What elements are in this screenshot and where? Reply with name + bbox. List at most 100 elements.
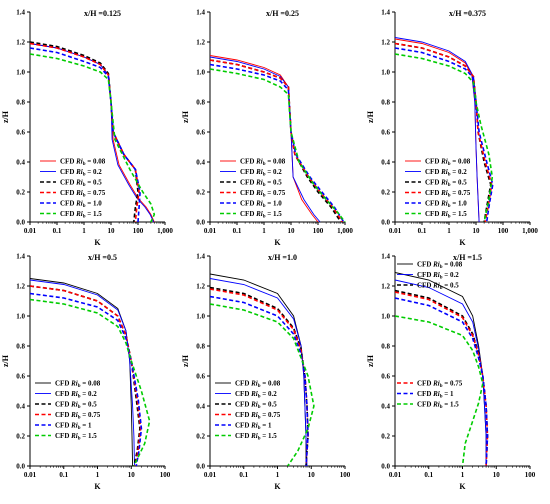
legend-entry: CFD Rib = 0.08 xyxy=(60,158,106,168)
series-line-0.2 xyxy=(395,37,480,222)
x-tick-label: 100 xyxy=(498,227,509,235)
x-tick-label: 0.01 xyxy=(24,471,37,479)
x-axis-label: K xyxy=(94,482,101,491)
series-line-1.5 xyxy=(30,53,156,222)
series-line-1.0 xyxy=(395,47,494,222)
panel-title: x/H =1.0 xyxy=(268,253,297,262)
legend-entry: CFD Rib = 0.2 xyxy=(235,390,277,400)
legend-entry: CFD Rib = 0.5 xyxy=(425,179,467,189)
x-tick-label: 1 xyxy=(96,471,100,479)
x-tick-label: 1 xyxy=(447,227,451,235)
panel-title: x/H =0.25 xyxy=(266,9,299,18)
y-tick-label: 0.2 xyxy=(196,433,205,441)
y-tick-label: 1.2 xyxy=(381,283,390,291)
x-tick-label: 0.01 xyxy=(204,227,217,235)
x-tick-label: 0.01 xyxy=(204,471,217,479)
x-tick-label: 1,000 xyxy=(157,227,173,235)
legend-entry: CFD Rib = 1.5 xyxy=(425,210,467,220)
x-tick-label: 10 xyxy=(108,227,116,235)
series-line-0.2 xyxy=(30,279,135,466)
panel-title: x/H =1.5 xyxy=(453,253,482,262)
legend-entry: CFD Rib = 1.5 xyxy=(417,401,459,411)
y-tick-label: 0.2 xyxy=(381,189,390,197)
legend-entry: CFD Rib = 1.5 xyxy=(235,432,277,442)
legend-entry: CFD Rib = 0.2 xyxy=(240,168,282,178)
legend-entry: CFD Rib = 1.5 xyxy=(55,432,97,442)
legend-entry: CFD Rib = 0.2 xyxy=(425,168,467,178)
x-axis-label: K xyxy=(274,238,281,247)
y-tick-label: 0.8 xyxy=(196,343,205,351)
x-tick-label: 1 xyxy=(461,471,465,479)
series-line-0.2 xyxy=(395,279,487,466)
series-line-0.75 xyxy=(210,288,309,466)
y-tick-label: 0.8 xyxy=(16,343,25,351)
legend-entry: CFD Rib = 1.0 xyxy=(60,200,102,210)
x-tick-label: 0.1 xyxy=(418,227,427,235)
x-axis-label: K xyxy=(94,238,101,247)
y-axis-label: z/H xyxy=(366,354,375,367)
y-tick-label: 1.4 xyxy=(381,9,390,17)
series-line-0.5 xyxy=(395,289,489,466)
y-tick-label: 0.6 xyxy=(16,129,25,137)
legend-entry: CFD Rib = 0.08 xyxy=(55,380,101,390)
legend-entry: CFD Rib = 1.5 xyxy=(60,210,102,220)
legend-entry: CFD Rib = 0.08 xyxy=(425,158,471,168)
y-tick-label: 0.4 xyxy=(16,159,25,167)
y-tick-label: 0.6 xyxy=(196,129,205,137)
series-line-1.0 xyxy=(30,47,141,222)
legend-entry: CFD Rib = 0.75 xyxy=(55,411,101,421)
y-tick-label: 0.8 xyxy=(196,99,205,107)
legend-entry: CFD Rib = 0.75 xyxy=(417,380,463,390)
series-line-1.5 xyxy=(30,298,151,466)
panel-3: 0.0 0.2 0.4 0.6 0.8 1.0 1.2 1.4 0.01 0.1 1 10 100 1,0… xyxy=(366,9,538,248)
y-tick-label: 0.2 xyxy=(16,189,25,197)
legend-entry: CFD Rib = 0.5 xyxy=(55,401,97,411)
y-tick-label: 1.4 xyxy=(196,253,205,261)
legend-entry: CFD Rib = 0.5 xyxy=(235,401,277,411)
x-tick-label: 0.01 xyxy=(389,227,402,235)
series-line-1.5 xyxy=(210,68,346,222)
y-tick-label: 0.8 xyxy=(381,99,390,107)
y-tick-label: 1.0 xyxy=(381,69,390,77)
x-axis-label: K xyxy=(459,238,466,247)
x-tick-label: 0.1 xyxy=(424,471,433,479)
legend-entry: CFD Rib = 1 xyxy=(417,390,454,400)
y-tick-label: 0.8 xyxy=(381,343,390,351)
y-tick-label: 0.4 xyxy=(381,403,390,411)
panel-title: x/H =0.375 xyxy=(449,9,486,18)
y-tick-label: 1.0 xyxy=(16,313,25,321)
legend-entry: CFD Rib = 0.5 xyxy=(417,282,459,292)
x-tick-label: 0.1 xyxy=(239,471,248,479)
y-axis-label: z/H xyxy=(1,354,10,367)
y-axis-label: z/H xyxy=(181,110,190,123)
panel-title: x/H =0.125 xyxy=(84,9,121,18)
panel-2: 0.0 0.2 0.4 0.6 0.8 1.0 1.2 1.4 0.01 0.1 1 10 100 1,0… xyxy=(181,9,353,248)
x-tick-label: 10 xyxy=(493,471,501,479)
x-tick-label: 10 xyxy=(128,471,136,479)
x-tick-label: 100 xyxy=(340,471,351,479)
x-tick-label: 0.1 xyxy=(59,471,68,479)
y-tick-label: 1.2 xyxy=(196,283,205,291)
y-tick-label: 0.4 xyxy=(196,159,205,167)
y-tick-label: 0.0 xyxy=(196,463,205,471)
y-tick-label: 0.0 xyxy=(381,463,390,471)
panel-1: 0.0 0.2 0.4 0.6 0.8 1.0 1.2 1.4 0.01 0.1 1 10 100 1,0… xyxy=(1,9,173,248)
y-tick-label: 0.4 xyxy=(381,159,390,167)
x-tick-label: 10 xyxy=(288,227,296,235)
panel-4: 0.0 0.2 0.4 0.6 0.8 1.0 1.2 1.4 0.01 0.1 1 10 100 Kz/… xyxy=(1,253,171,492)
legend-entry: CFD Rib = 0.5 xyxy=(240,179,282,189)
legend-entry: CFD Rib = 0.08 xyxy=(417,261,463,271)
x-tick-label: 10 xyxy=(473,227,481,235)
y-tick-label: 0.4 xyxy=(16,403,25,411)
x-tick-label: 0.01 xyxy=(389,471,402,479)
y-tick-label: 1.2 xyxy=(381,39,390,47)
legend-entry: CFD Rib = 0.2 xyxy=(55,390,97,400)
legend-entry: CFD Rib = 0.5 xyxy=(60,179,102,189)
x-tick-label: 1,000 xyxy=(337,227,353,235)
x-axis-label: K xyxy=(459,482,466,491)
series-line-1.0 xyxy=(210,63,345,222)
legend-entry: CFD Rib = 0.75 xyxy=(425,189,471,199)
panel-5: 0.0 0.2 0.4 0.6 0.8 1.0 1.2 1.4 0.01 0.1 1 10 100 Kz/… xyxy=(181,253,351,492)
legend-entry: CFD Rib = 0.75 xyxy=(235,411,281,421)
y-tick-label: 1.0 xyxy=(196,313,205,321)
